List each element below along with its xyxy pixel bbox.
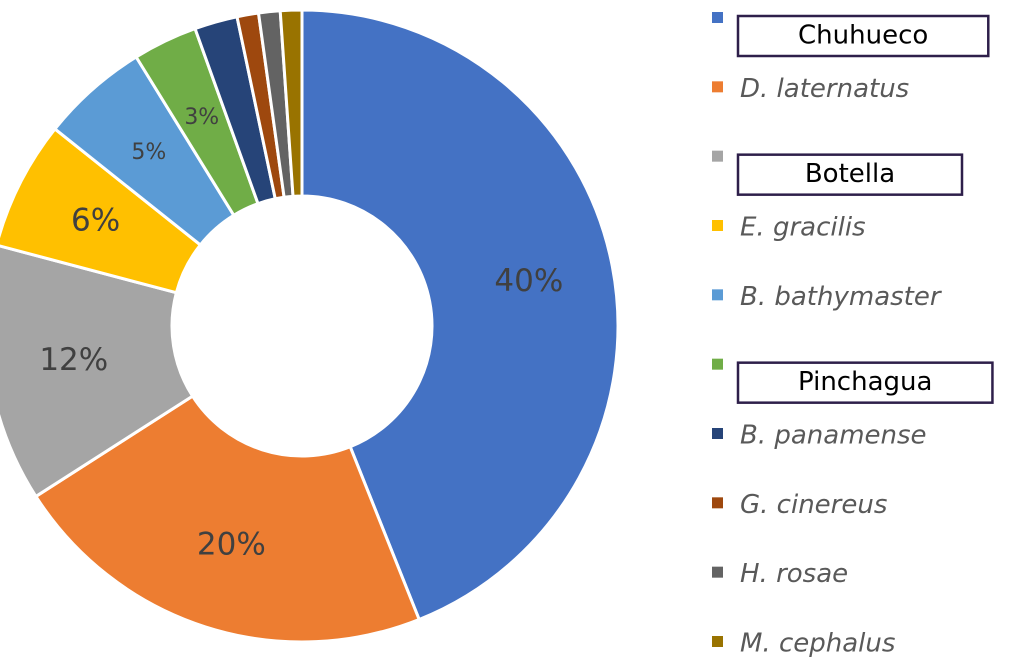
legend-swatch [712,566,723,578]
legend-label: D. laternatus [740,74,909,104]
legend-swatch [712,150,723,162]
legend-label: G. cinereus [740,490,887,520]
legend-swatch [712,358,723,370]
legend-label: Pinchagua [798,367,932,397]
legend-swatch [712,428,723,439]
slice [300,8,620,622]
legend-label: B. panamense [740,421,927,451]
legend-swatch [712,81,723,93]
legend-box [736,361,994,404]
legend-label: E. gracilis [740,213,866,243]
legend-swatch [712,289,723,301]
legend-swatch [712,636,723,647]
legend-swatch [712,220,723,231]
legend-label: H. rosae [740,559,848,589]
legend-swatch [712,12,723,23]
data-label: 40% [494,263,563,299]
legend-label: M. cephalus [740,629,895,659]
slice [278,8,304,198]
data-label: 12% [39,342,108,378]
legend-swatch [712,497,723,509]
data-label: 20% [197,526,266,562]
legend-label: B. bathymaster [740,282,943,312]
data-label: 6% [71,203,120,239]
slice [33,394,422,644]
data-label: 3% [184,105,219,130]
legend-box [736,153,964,196]
legend-label: Botella [805,159,895,189]
slice [0,244,195,499]
legend-label: Chuhueco [798,21,928,51]
data-label: 5% [131,140,166,165]
legend-box [736,14,990,58]
